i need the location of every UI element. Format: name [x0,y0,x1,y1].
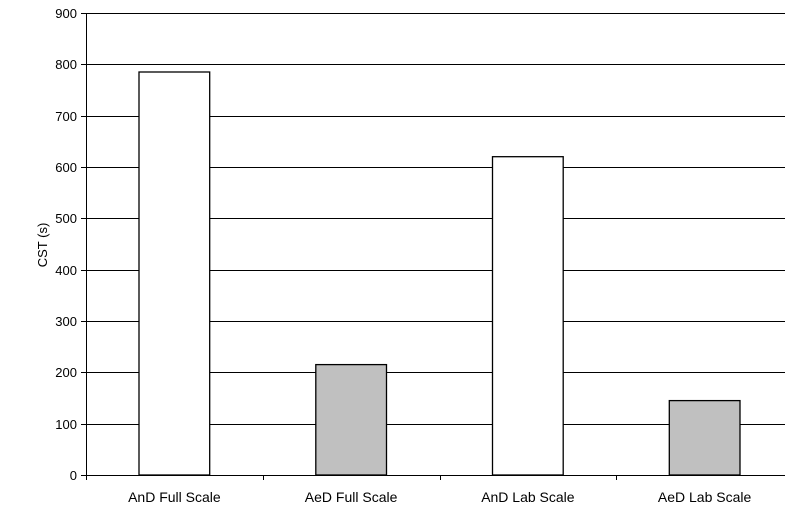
bar [493,157,564,475]
y-tick-label: 400 [55,263,77,278]
y-tick-label: 100 [55,417,77,432]
y-tick-label: 0 [70,468,77,483]
x-tick-labels: AnD Full Scale AeD Full Scale AnD Lab Scal… [128,489,751,505]
y-tick-label: 900 [55,6,77,21]
bar [669,401,740,475]
y-axis-title: CST (s) [35,223,50,268]
y-tick-label: 500 [55,211,77,226]
y-tick-label: 300 [55,314,77,329]
y-tick-label: 800 [55,57,77,72]
x-tick-label: AnD Lab Scale [481,489,575,505]
x-tick-label: AnD Full Scale [128,489,221,505]
y-tick-label: 600 [55,160,77,175]
bar [139,72,210,475]
y-tick-label: 200 [55,365,77,380]
x-tick-label: AeD Lab Scale [658,489,752,505]
y-tick-labels: 0 100 200 300 400 500 600 700 800 900 [55,6,77,483]
y-tick-label: 700 [55,109,77,124]
x-tick-label: AeD Full Scale [305,489,398,505]
bar [316,365,387,475]
bars [139,72,740,475]
